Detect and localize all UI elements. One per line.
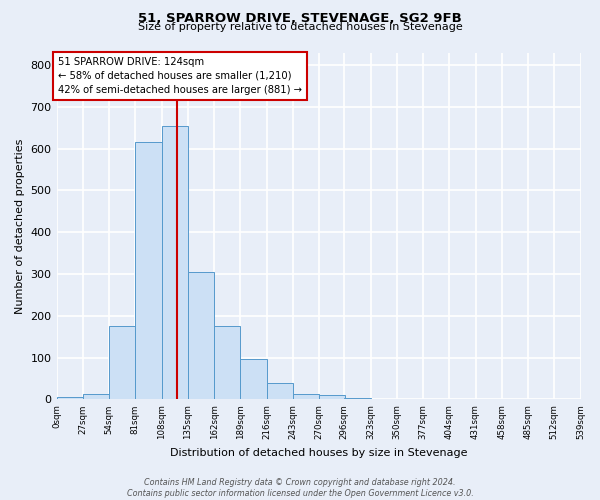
Bar bbox=[109, 326, 135, 400]
X-axis label: Distribution of detached houses by size in Stevenage: Distribution of detached houses by size … bbox=[170, 448, 467, 458]
Bar bbox=[344, 398, 371, 400]
Bar bbox=[319, 396, 345, 400]
Bar bbox=[56, 398, 83, 400]
Text: 51 SPARROW DRIVE: 124sqm
← 58% of detached houses are smaller (1,210)
42% of sem: 51 SPARROW DRIVE: 124sqm ← 58% of detach… bbox=[58, 56, 302, 94]
Bar bbox=[293, 394, 319, 400]
Bar bbox=[266, 382, 293, 400]
Bar bbox=[83, 394, 109, 400]
Bar bbox=[188, 272, 214, 400]
Bar bbox=[449, 398, 476, 400]
Bar bbox=[135, 142, 161, 400]
Bar bbox=[214, 326, 240, 400]
Text: 51, SPARROW DRIVE, STEVENAGE, SG2 9FB: 51, SPARROW DRIVE, STEVENAGE, SG2 9FB bbox=[138, 12, 462, 24]
Text: Size of property relative to detached houses in Stevenage: Size of property relative to detached ho… bbox=[137, 22, 463, 32]
Bar bbox=[161, 126, 188, 400]
Bar bbox=[240, 359, 266, 400]
Text: Contains HM Land Registry data © Crown copyright and database right 2024.
Contai: Contains HM Land Registry data © Crown c… bbox=[127, 478, 473, 498]
Y-axis label: Number of detached properties: Number of detached properties bbox=[15, 138, 25, 314]
